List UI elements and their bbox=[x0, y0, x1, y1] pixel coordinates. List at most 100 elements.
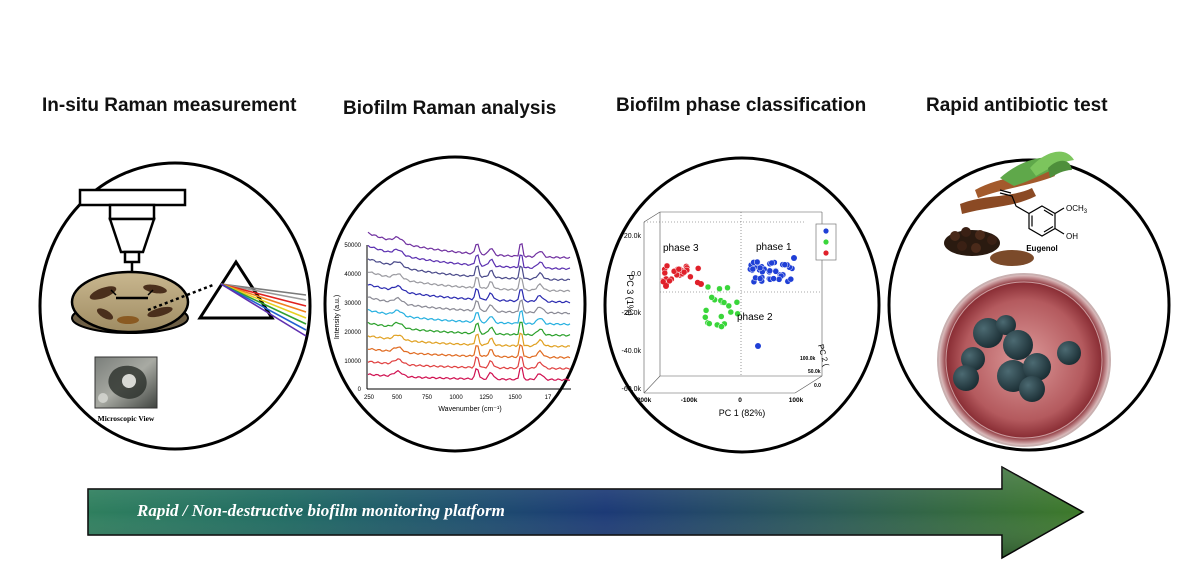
stage-frame-ellipse bbox=[323, 155, 587, 453]
pca-point-phase-3 bbox=[659, 278, 667, 285]
spectrum-y-tick: 10000 bbox=[344, 359, 361, 365]
pca-x-label: PC 1 (82%) bbox=[719, 408, 766, 418]
pca-y-label: PC 3 (1%) bbox=[625, 274, 635, 316]
pca-point-phase-2 bbox=[734, 310, 741, 318]
spectrum-line bbox=[367, 231, 571, 259]
spectrum-y-tick: 20000 bbox=[344, 330, 361, 336]
pca-scatter-chart: 20.0k 0.0 -20.0k -40.0k -60.0k 200k -100… bbox=[622, 211, 837, 418]
pca-point-outlier bbox=[663, 283, 669, 289]
spectrum-x-tick: 500 bbox=[392, 395, 403, 401]
stage-phase-classification: 20.0k 0.0 -20.0k -40.0k -60.0k 200k -100… bbox=[603, 156, 881, 454]
pca-point-phase-1 bbox=[775, 276, 783, 283]
pca-y-tick: 0.0 bbox=[631, 271, 641, 278]
spectrum-x-tick: 1000 bbox=[449, 395, 463, 401]
pca-y-tick: 20.0k bbox=[624, 233, 642, 240]
spectrum-line bbox=[367, 258, 571, 282]
spectrum-line bbox=[367, 296, 571, 315]
raman-spectrum-chart: 50000 40000 30000 20000 10000 0 250 500 … bbox=[334, 231, 571, 413]
stage-title-raman-measurement: In-situ Raman measurement bbox=[42, 95, 297, 116]
pca-point-phase-2 bbox=[716, 285, 723, 293]
stage-title-raman-analysis: Biofilm Raman analysis bbox=[343, 98, 557, 119]
pca-y-tick: -60.0k bbox=[622, 386, 642, 393]
pca-point-phase-1 bbox=[756, 275, 764, 282]
pca-z-tick: 50.0k bbox=[808, 369, 821, 375]
eugenol-molecule-icon bbox=[999, 189, 1065, 237]
diagram-canvas: Microscopic View 50000 40000 30000 20000… bbox=[38, 151, 1171, 454]
pca-point-phase-2 bbox=[718, 323, 725, 330]
stage-frame-ellipse bbox=[887, 158, 1171, 452]
stage-title-antibiotic-test: Rapid antibiotic test bbox=[926, 95, 1108, 116]
pca-point-phase-2 bbox=[727, 308, 735, 316]
pca-point-outlier bbox=[791, 255, 797, 261]
arrow-label: Rapid / Non-destructive biofilm monitori… bbox=[136, 501, 505, 520]
pca-point-phase-1 bbox=[753, 258, 761, 266]
pca-point-phase-2 bbox=[724, 284, 731, 292]
pca-x-tick: 0 bbox=[738, 397, 742, 404]
pca-point-phase-3 bbox=[661, 269, 669, 277]
pca-y-tick: -40.0k bbox=[622, 348, 642, 355]
eugenol-hydroxyl-label: OH bbox=[1066, 232, 1078, 241]
spectrum-x-tick: 1500 bbox=[508, 395, 522, 401]
platform-arrow: Rapid / Non-destructive biofilm monitori… bbox=[87, 465, 1085, 560]
spectrum-y-label: Intensity (a.u.) bbox=[334, 295, 341, 339]
pca-point-phase-2 bbox=[702, 307, 710, 314]
pca-point-phase-3 bbox=[666, 277, 673, 285]
pca-z-label: PC 2 ( bbox=[816, 343, 831, 368]
pca-point-phase-2 bbox=[702, 314, 709, 321]
pca-point-phase-3 bbox=[675, 265, 683, 273]
clove-cinnamon-image bbox=[944, 151, 1074, 266]
pca-point-phase-3 bbox=[687, 273, 694, 281]
cluster-label-phase-1: phase 1 bbox=[756, 242, 792, 253]
spectrum-y-tick: 50000 bbox=[344, 243, 361, 249]
spectrum-line bbox=[367, 356, 571, 370]
spectrum-x-tick: 17 bbox=[545, 395, 552, 401]
pca-y-tick: -20.0k bbox=[622, 310, 642, 317]
spectrum-line bbox=[367, 321, 571, 337]
pca-point-phase-3 bbox=[663, 262, 671, 270]
pca-point-phase-2 bbox=[725, 302, 733, 310]
pca-point-phase-2 bbox=[718, 313, 725, 320]
spectrum-x-label: Wavenumber (cm⁻¹) bbox=[438, 406, 501, 413]
stage-antibiotic-test: OCH3 OH Eugenol bbox=[887, 151, 1171, 452]
spectrum-x-tick: 750 bbox=[422, 395, 433, 401]
stage-frame-ellipse bbox=[603, 156, 881, 454]
spectrum-y-tick: 0 bbox=[358, 387, 362, 393]
legend-marker-phase-1 bbox=[823, 228, 829, 234]
spectrum-line bbox=[367, 308, 571, 326]
pca-z-tick: 0.0 bbox=[814, 383, 821, 389]
spectrum-line bbox=[367, 244, 571, 271]
spectrum-y-tick: 30000 bbox=[344, 301, 361, 307]
cluster-label-phase-2: phase 2 bbox=[737, 312, 773, 323]
pca-point-phase-1 bbox=[749, 265, 757, 273]
pca-point-phase-1 bbox=[772, 268, 780, 275]
biofilm-dish-image bbox=[937, 273, 1111, 447]
spectrum-line bbox=[367, 366, 570, 382]
legend-marker-phase-2 bbox=[823, 239, 829, 245]
pca-axes-box bbox=[643, 211, 823, 394]
petri-dish-icon bbox=[70, 270, 190, 334]
pca-point-phase-1 bbox=[781, 261, 789, 268]
pca-point-phase-1 bbox=[787, 275, 795, 283]
microscope-icon bbox=[78, 188, 187, 298]
spectrum-line bbox=[368, 271, 571, 293]
pca-point-outlier bbox=[698, 281, 704, 287]
pca-point-phase-3 bbox=[694, 265, 702, 272]
eugenol-methoxy-label: OCH3 bbox=[1066, 204, 1088, 215]
eugenol-name-label: Eugenol bbox=[1026, 244, 1058, 253]
spectrum-x-tick: 1250 bbox=[479, 395, 493, 401]
pca-x-tick: 100k bbox=[789, 397, 804, 404]
pca-point-phase-1 bbox=[768, 259, 775, 267]
stage-raman-analysis: 50000 40000 30000 20000 10000 0 250 500 … bbox=[323, 155, 587, 453]
spectrum-line bbox=[367, 283, 571, 304]
microscopic-view-caption: Microscopic View bbox=[98, 414, 155, 423]
pca-point-phase-3 bbox=[680, 268, 688, 276]
legend-marker-phase-3 bbox=[823, 250, 829, 256]
bacteria-cluster-icon bbox=[953, 315, 1081, 402]
pca-point-phase-2 bbox=[704, 283, 712, 291]
pca-point-phase-2 bbox=[720, 299, 728, 306]
spectrum-x-tick: 250 bbox=[364, 395, 375, 401]
pca-point-phase-1 bbox=[756, 264, 764, 272]
pca-point-outlier bbox=[755, 343, 761, 349]
stage-raman-measurement: Microscopic View bbox=[38, 161, 312, 451]
pca-point-phase-2 bbox=[706, 320, 713, 327]
